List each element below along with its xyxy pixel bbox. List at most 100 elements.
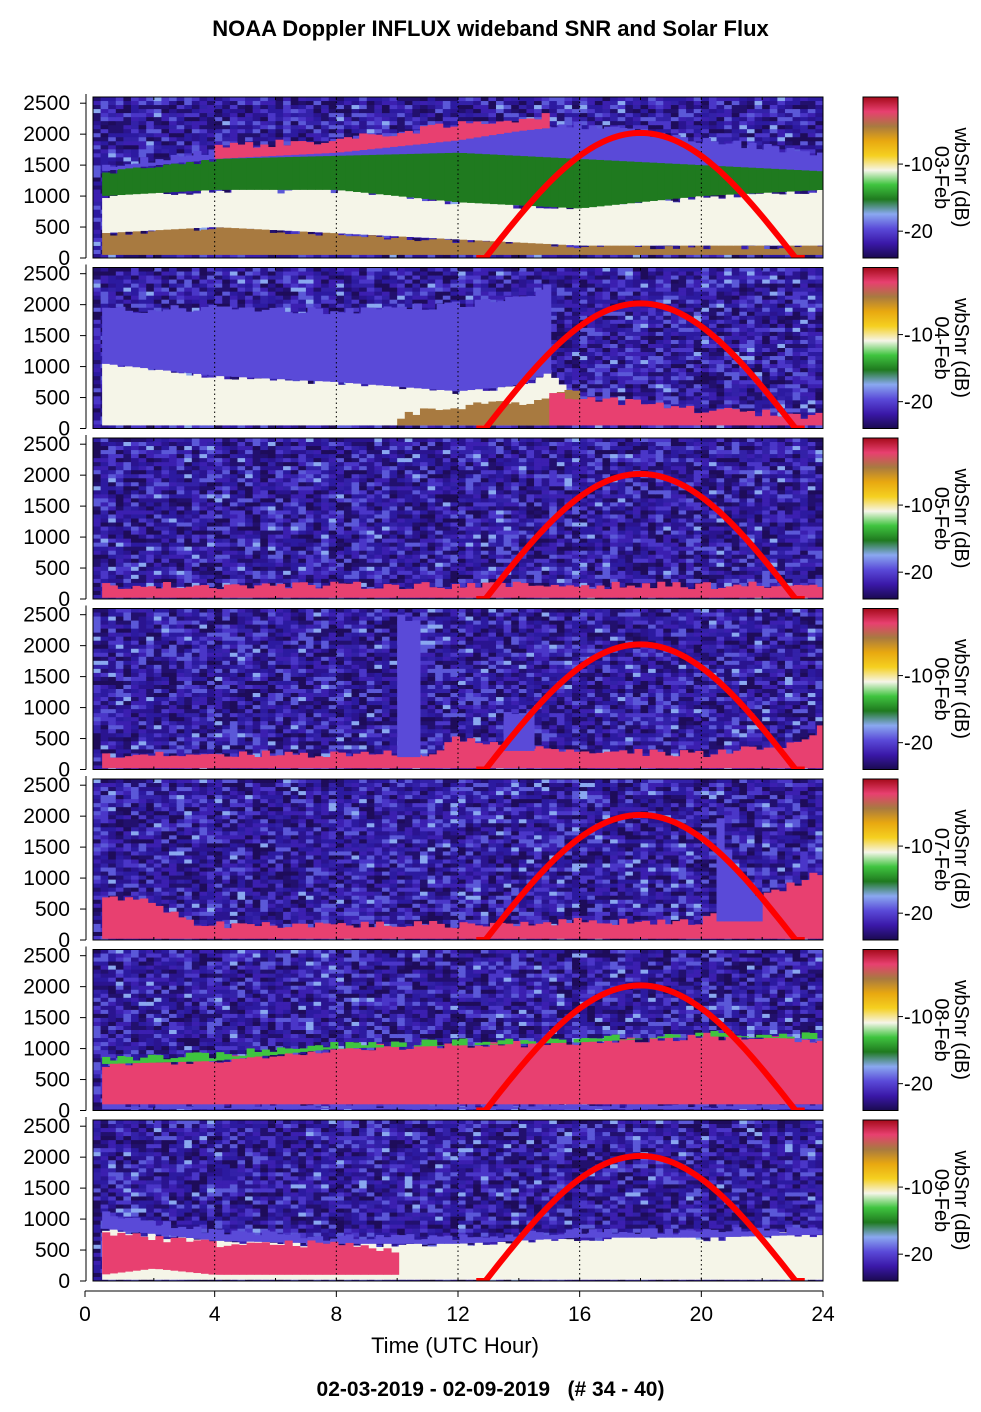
heatmap-cell bbox=[520, 209, 529, 243]
colorbar-label: wbSnr (dB) bbox=[950, 1149, 972, 1250]
heatmap-cell bbox=[223, 1107, 232, 1110]
heatmap-cell bbox=[155, 905, 164, 939]
heatmap-cell bbox=[406, 752, 415, 769]
heatmap-cell bbox=[604, 154, 613, 206]
heatmap-cell bbox=[512, 129, 521, 156]
heatmap-cell bbox=[200, 189, 210, 228]
heatmap-cell bbox=[816, 586, 823, 598]
heatmap-cell bbox=[299, 1238, 308, 1244]
heatmap-cell bbox=[459, 307, 468, 391]
heatmap-cell bbox=[482, 241, 491, 255]
heatmap-cell bbox=[664, 1105, 673, 1110]
colorbar-label: wbSnr (dB) bbox=[950, 126, 972, 227]
heatmap-cell bbox=[140, 190, 149, 231]
heatmap-cell bbox=[170, 1058, 179, 1063]
solar-flux-curve bbox=[476, 982, 805, 1111]
heatmap-cell bbox=[459, 1044, 468, 1105]
heatmap-cell bbox=[686, 405, 695, 426]
heatmap-cell bbox=[718, 144, 727, 167]
heatmap-cell bbox=[474, 238, 483, 255]
heatmap-cell bbox=[748, 1038, 757, 1105]
colorbar bbox=[862, 949, 899, 1111]
heatmap-cell bbox=[710, 162, 719, 196]
heatmap-cell bbox=[216, 1229, 225, 1241]
heatmap-cell bbox=[147, 310, 156, 369]
heatmap-cell bbox=[535, 241, 544, 255]
heatmap-cell bbox=[474, 587, 483, 598]
heatmap-cell bbox=[518, 714, 527, 751]
heatmap-cell bbox=[731, 869, 740, 922]
heatmap-cell bbox=[458, 409, 467, 426]
y-tick-label: 2000 bbox=[23, 464, 70, 487]
heatmap-cell bbox=[794, 193, 803, 246]
heatmap-cell bbox=[200, 377, 210, 426]
heatmap-cell bbox=[315, 379, 324, 426]
heatmap-cell bbox=[740, 162, 749, 194]
heatmap-cell bbox=[102, 1102, 111, 1110]
heatmap-cell bbox=[444, 146, 453, 202]
heatmap-cell bbox=[178, 587, 187, 598]
heatmap-cell bbox=[488, 123, 497, 136]
heatmap-cell bbox=[315, 1107, 324, 1110]
heatmap-cell bbox=[740, 249, 749, 255]
heatmap-cell bbox=[124, 1065, 134, 1105]
heatmap-cell bbox=[254, 585, 263, 598]
heatmap-cell bbox=[604, 1039, 613, 1105]
heatmap-cell bbox=[642, 1042, 651, 1105]
heatmap-cell bbox=[687, 141, 696, 165]
heatmap-cell bbox=[642, 131, 651, 163]
heatmap-cell bbox=[762, 409, 771, 426]
heatmap-cell bbox=[307, 149, 316, 190]
heatmap-cell bbox=[695, 1032, 704, 1037]
heatmap-cell bbox=[200, 307, 210, 375]
heatmap-cell bbox=[505, 1038, 514, 1045]
heatmap-cell bbox=[360, 1101, 369, 1110]
heatmap-cell bbox=[467, 306, 476, 391]
heatmap-cell bbox=[155, 1055, 164, 1063]
heatmap-cell bbox=[193, 310, 202, 374]
heatmap-cell bbox=[573, 1228, 582, 1238]
heatmap-cell bbox=[239, 1104, 248, 1110]
heatmap-cell bbox=[155, 167, 164, 193]
heatmap-cell bbox=[117, 1056, 126, 1064]
heatmap-cell bbox=[239, 155, 248, 190]
colorbar-label: wbSnr (dB) bbox=[950, 297, 972, 398]
heatmap-cell bbox=[277, 927, 286, 939]
heatmap-cell bbox=[619, 243, 628, 255]
heatmap-cell bbox=[710, 244, 719, 255]
heatmap-cell bbox=[527, 150, 537, 207]
heatmap-cell bbox=[375, 1234, 384, 1244]
heatmap-cell bbox=[482, 145, 491, 204]
heatmap-cell bbox=[474, 743, 483, 769]
heatmap-cell bbox=[429, 1106, 438, 1110]
heatmap-cell bbox=[480, 403, 489, 426]
heatmap-cell bbox=[467, 1245, 476, 1280]
heatmap-cell bbox=[527, 126, 537, 157]
heatmap-cell bbox=[718, 198, 727, 246]
heatmap-cell bbox=[330, 1101, 339, 1110]
heatmap-cell bbox=[124, 1056, 134, 1064]
heatmap-cell bbox=[794, 1236, 803, 1280]
heatmap-cell bbox=[383, 239, 392, 255]
heatmap-cell bbox=[520, 125, 529, 157]
heatmap-cell bbox=[398, 145, 407, 197]
heatmap-cell bbox=[725, 910, 734, 939]
heatmap-cell bbox=[664, 200, 673, 246]
heatmap-cell bbox=[170, 305, 179, 372]
heatmap-cell bbox=[809, 584, 818, 598]
heatmap-cell bbox=[527, 1230, 537, 1241]
heatmap-cell bbox=[124, 756, 134, 769]
heatmap-cell bbox=[604, 1229, 613, 1238]
heatmap-cell bbox=[733, 1101, 742, 1110]
heatmap-cell bbox=[604, 751, 613, 769]
heatmap-cell bbox=[505, 740, 514, 769]
heatmap-cell bbox=[216, 589, 225, 598]
heatmap-cell bbox=[565, 209, 575, 246]
heatmap-cell bbox=[710, 1237, 719, 1280]
heatmap-cell bbox=[170, 194, 179, 230]
heatmap-cell bbox=[649, 249, 658, 255]
heatmap-cell bbox=[231, 1244, 240, 1275]
heatmap-cell bbox=[505, 1234, 514, 1242]
heatmap-cell bbox=[632, 399, 641, 426]
heatmap-cell bbox=[444, 1101, 453, 1110]
